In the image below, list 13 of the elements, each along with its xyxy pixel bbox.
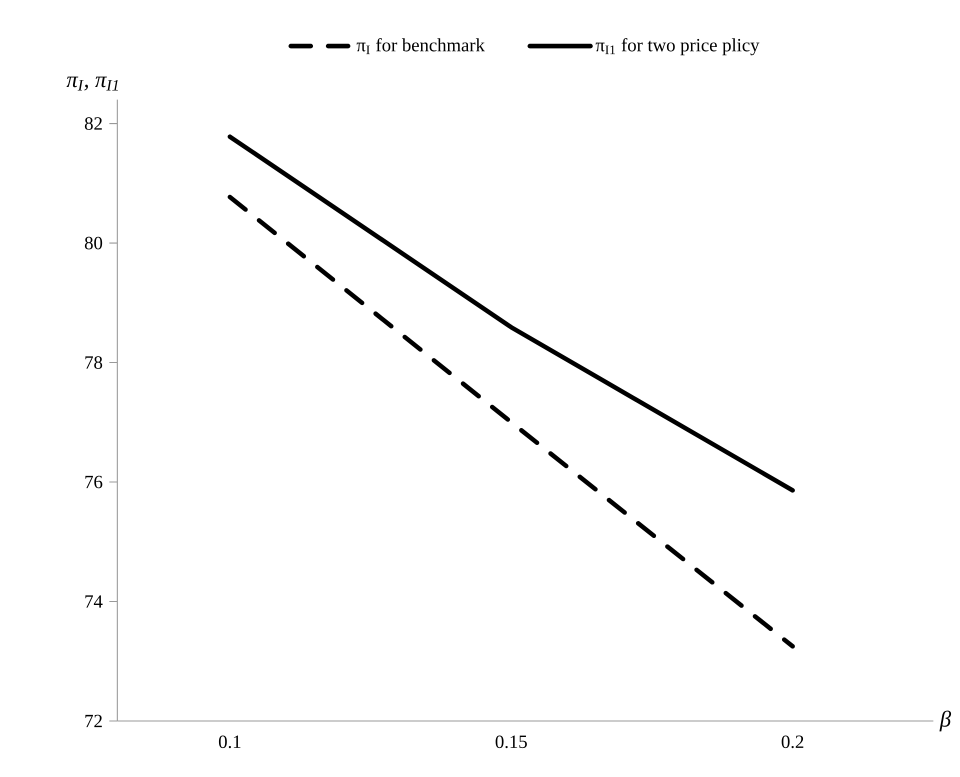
y-tick-label: 78 — [85, 356, 102, 369]
y-tick-label: 76 — [85, 476, 102, 488]
y-tick-label: 80 — [84, 236, 102, 250]
y-tick-label: 82 — [84, 117, 102, 130]
y-axis-title: π$_{I}$, π$_{I1}$ — [66, 76, 118, 91]
x-tick-label: 0.1 — [218, 735, 240, 748]
y-tick-label: 72 — [85, 714, 102, 728]
x-axis-title: β — [939, 710, 952, 732]
y-tick-label: 74 — [85, 595, 103, 608]
x-tick-label: 0.15 — [496, 735, 527, 748]
legend-label: π$_{I}$ for benchmark — [356, 38, 485, 54]
legend-label: π$_{I1}$ for two price plicy — [596, 38, 760, 56]
x-tick-label: 0.2 — [782, 735, 804, 748]
